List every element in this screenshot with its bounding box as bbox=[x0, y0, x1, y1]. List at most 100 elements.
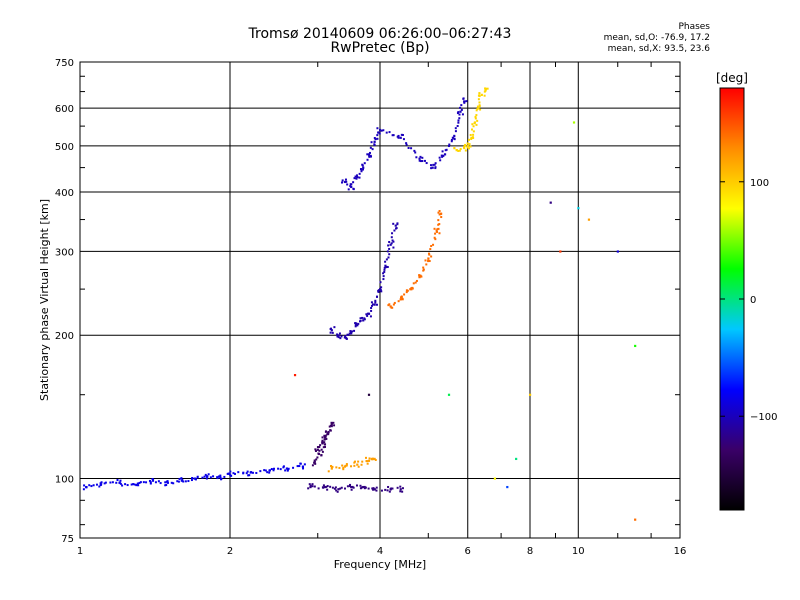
data-point-echo bbox=[279, 468, 282, 471]
data-point bbox=[515, 457, 518, 461]
data-point-echo bbox=[333, 424, 336, 427]
data-point-echo bbox=[282, 466, 285, 469]
data-point-echo bbox=[374, 301, 377, 304]
data-point-echo bbox=[334, 486, 337, 489]
data-point-echo bbox=[427, 259, 430, 262]
data-point bbox=[470, 136, 473, 139]
data-point-echo bbox=[124, 483, 127, 486]
data-point-echo bbox=[369, 154, 372, 157]
data-point-echo bbox=[376, 134, 379, 137]
data-point-echo bbox=[315, 458, 318, 461]
data-point-echo bbox=[345, 463, 348, 466]
data-point bbox=[367, 459, 371, 462]
data-point-echo bbox=[380, 489, 383, 492]
data-point-echo bbox=[380, 286, 383, 289]
data-point-echo bbox=[88, 484, 91, 487]
data-point bbox=[447, 393, 451, 396]
data-point-echo bbox=[187, 480, 190, 483]
plot-frame bbox=[79, 61, 681, 539]
data-point-echo bbox=[370, 141, 373, 144]
data-point-echo bbox=[190, 479, 193, 482]
data-point-echo bbox=[331, 331, 334, 334]
data-point-echo bbox=[474, 115, 477, 118]
data-point bbox=[549, 201, 552, 204]
data-point-echo bbox=[462, 97, 465, 100]
data-point-echo bbox=[365, 313, 368, 316]
data-point bbox=[362, 319, 365, 322]
data-point-echo bbox=[205, 475, 208, 478]
data-point-echo bbox=[363, 485, 366, 488]
data-point-echo bbox=[194, 478, 197, 481]
data-point-echo bbox=[436, 228, 439, 231]
data-point-echo bbox=[353, 461, 356, 464]
data-point-echo bbox=[358, 176, 361, 179]
data-point-echo bbox=[471, 123, 474, 126]
data-point-echo bbox=[407, 146, 410, 149]
data-point-echo bbox=[325, 437, 328, 440]
data-point-echo bbox=[116, 479, 119, 482]
data-point-echo bbox=[323, 434, 326, 437]
data-point-echo bbox=[330, 425, 333, 428]
data-point-echo bbox=[372, 303, 375, 306]
data-point-echo bbox=[322, 446, 325, 449]
data-point-echo bbox=[400, 133, 403, 136]
data-point-echo bbox=[415, 279, 418, 282]
data-point-echo bbox=[266, 471, 269, 474]
data-point-echo bbox=[365, 460, 368, 463]
data-point-echo bbox=[391, 232, 394, 235]
data-point-echo bbox=[459, 148, 462, 151]
data-point-echo bbox=[433, 227, 436, 230]
data-point-echo bbox=[344, 178, 347, 181]
data-point-echo bbox=[321, 436, 324, 439]
data-point-echo bbox=[318, 446, 321, 449]
data-point-echo bbox=[98, 485, 101, 488]
data-point-echo bbox=[401, 487, 404, 490]
data-point-echo bbox=[347, 188, 350, 191]
data-point-echo bbox=[177, 480, 180, 483]
data-point-echo bbox=[392, 303, 395, 306]
data-point-echo bbox=[382, 129, 385, 132]
data-point-echo bbox=[311, 483, 314, 486]
data-point-echo bbox=[390, 236, 393, 239]
data-point-echo bbox=[466, 146, 469, 149]
data-point-echo bbox=[405, 289, 408, 292]
data-point bbox=[399, 488, 402, 491]
data-point-echo bbox=[363, 318, 366, 321]
data-point-echo bbox=[329, 331, 332, 334]
data-point-echo bbox=[361, 168, 364, 171]
data-point-echo bbox=[372, 487, 375, 490]
data-point-echo bbox=[277, 467, 280, 470]
data-point-echo bbox=[329, 328, 332, 331]
data-point-echo bbox=[299, 462, 302, 465]
data-point-echo bbox=[259, 470, 262, 473]
colorbar: [deg] 100 0 −100 bbox=[716, 71, 777, 511]
data-point bbox=[480, 93, 483, 96]
data-point-echo bbox=[323, 441, 326, 444]
data-point-echo bbox=[318, 449, 321, 452]
y-tick-label: 300 bbox=[55, 247, 74, 258]
data-point-echo bbox=[486, 87, 489, 90]
data-point bbox=[572, 121, 576, 124]
data-point-echo bbox=[388, 253, 391, 256]
data-point-echo bbox=[368, 151, 371, 154]
data-point-echo bbox=[453, 138, 456, 141]
data-point-echo bbox=[212, 475, 215, 478]
data-point-echo bbox=[399, 490, 402, 493]
data-point-echo bbox=[245, 472, 248, 475]
colorbar-tick-label: 0 bbox=[750, 295, 756, 306]
data-point-echo bbox=[331, 486, 334, 489]
data-point bbox=[330, 329, 333, 332]
data-point-echo bbox=[414, 281, 417, 284]
axes: 75 100 200 300 400 500 600 750 1 2 4 6 8 10 16 Frequenc… bbox=[38, 58, 686, 571]
data-point-echo bbox=[422, 266, 425, 269]
data-point-echo bbox=[359, 487, 362, 490]
data-point-echo bbox=[464, 144, 467, 147]
data-point-echo bbox=[284, 469, 287, 472]
data-point-echo bbox=[363, 487, 366, 490]
data-point bbox=[459, 110, 462, 113]
data-point-echo bbox=[388, 490, 391, 493]
data-point-echo bbox=[335, 489, 338, 492]
data-point-echo bbox=[478, 92, 481, 95]
data-point-echo bbox=[396, 486, 399, 489]
data-point-echo bbox=[111, 481, 114, 484]
